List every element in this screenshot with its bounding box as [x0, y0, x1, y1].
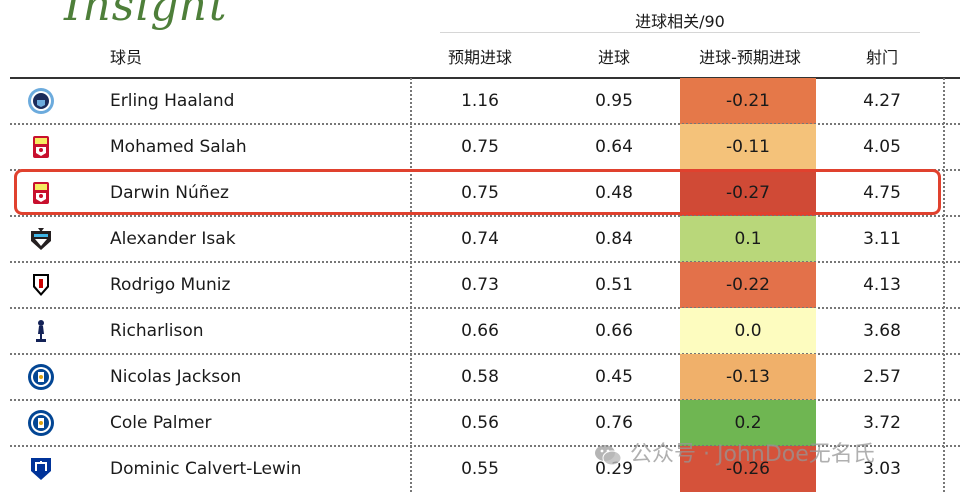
player-name-rodrigo-muniz: Rodrigo Muniz — [110, 275, 231, 295]
diff-heat-cell — [680, 78, 816, 124]
diff-heat-cell — [680, 446, 816, 492]
liverpool-badge-icon — [27, 133, 55, 161]
column-header-xg: 预期进球 — [447, 48, 512, 67]
player-name-nicolas-jackson: Nicolas Jackson — [110, 367, 242, 387]
diff-heat-cell — [680, 170, 816, 216]
row-separator — [10, 261, 960, 263]
goals-minus-xg-value: 0.2 — [734, 413, 762, 433]
shots-value: 3.11 — [863, 229, 901, 249]
xg-value: 0.56 — [461, 413, 499, 433]
liverpool-badge-icon — [27, 179, 55, 207]
chelsea-badge-icon — [27, 363, 55, 391]
shots-value: 3.03 — [863, 459, 901, 479]
xg-value: 0.58 — [461, 367, 499, 387]
table-row: Nicolas Jackson 0.58 0.45 -0.13 2.57 — [0, 354, 960, 401]
table-row: Dominic Calvert-Lewin 0.55 0.29 -0.26 3.03 — [0, 446, 960, 492]
table-row: Richarlison 0.66 0.66 0.0 3.68 — [0, 308, 960, 355]
wechat-icon — [595, 445, 622, 466]
xg-value: 0.73 — [461, 275, 499, 295]
xg-value: 0.75 — [461, 137, 499, 157]
xg-value: 0.55 — [461, 459, 499, 479]
row-separator — [10, 399, 960, 401]
insight-brand-logo: Insight — [64, 0, 228, 31]
xg-value: 0.66 — [461, 321, 499, 341]
goals-minus-xg-value: 0.0 — [734, 321, 762, 341]
row-separator — [10, 123, 960, 125]
newcastle-badge-icon — [27, 225, 55, 253]
table-row: Erling Haaland 1.16 0.95 -0.21 4.27 — [0, 78, 960, 125]
player-name-mohamed-salah: Mohamed Salah — [110, 137, 247, 157]
goals-value: 0.66 — [595, 321, 633, 341]
row-separator — [10, 215, 960, 217]
shots-value: 2.57 — [863, 367, 901, 387]
xg-value: 1.16 — [461, 91, 499, 111]
goals-value: 0.48 — [595, 183, 633, 203]
player-name-richarlison: Richarlison — [110, 321, 204, 341]
goals-value: 0.95 — [595, 91, 633, 111]
shots-value: 4.27 — [863, 91, 901, 111]
player-name-alexander-isak: Alexander Isak — [110, 229, 236, 249]
column-header-goals-minus-xg: 进球-预期进球 — [699, 48, 801, 67]
row-separator — [10, 445, 960, 447]
table-row: Cole Palmer 0.56 0.76 0.2 3.72 — [0, 400, 960, 447]
xg-value: 0.75 — [461, 183, 499, 203]
fulham-badge-icon — [27, 271, 55, 299]
xg-value: 0.74 — [461, 229, 499, 249]
diff-heat-cell — [680, 262, 816, 308]
column-header-player: 球员 — [110, 48, 143, 67]
goals-value: 0.45 — [595, 367, 633, 387]
everton-badge-icon — [27, 455, 55, 483]
column-separator — [410, 78, 412, 492]
table-row: Darwin Núñez 0.75 0.48 -0.27 4.75 — [0, 170, 960, 217]
header-rule — [10, 77, 960, 79]
group-header-rule — [440, 32, 920, 33]
shots-value: 4.13 — [863, 275, 901, 295]
goals-minus-xg-value: -0.27 — [726, 183, 770, 203]
diff-heat-cell — [680, 216, 816, 262]
shots-value: 3.72 — [863, 413, 901, 433]
row-separator — [10, 307, 960, 309]
column-header-goals: 进球 — [597, 48, 630, 67]
shots-value: 4.05 — [863, 137, 901, 157]
goals-value: 0.84 — [595, 229, 633, 249]
tottenham-badge-icon — [27, 317, 55, 345]
goals-value: 0.29 — [595, 459, 633, 479]
player-name-dominic-calvert-lewin: Dominic Calvert-Lewin — [110, 459, 302, 479]
watermark-text: 公众号 · JohnDoe无名氏 — [630, 442, 875, 467]
chelsea-badge-icon — [27, 409, 55, 437]
goals-minus-xg-value: -0.13 — [726, 367, 770, 387]
table-row: Mohamed Salah 0.75 0.64 -0.11 4.05 — [0, 124, 960, 171]
diff-heat-cell — [680, 308, 816, 354]
goals-minus-xg-value: 0.1 — [734, 229, 762, 249]
highlight-box-darwin-nunez — [14, 169, 941, 215]
goals-value: 0.51 — [595, 275, 633, 295]
diff-heat-cell — [680, 400, 816, 446]
shots-value: 4.75 — [863, 183, 901, 203]
row-separator — [10, 353, 960, 355]
goals-value: 0.64 — [595, 137, 633, 157]
table-row: Rodrigo Muniz 0.73 0.51 -0.22 4.13 — [0, 262, 960, 309]
shots-value: 3.68 — [863, 321, 901, 341]
goals-minus-xg-value: -0.26 — [726, 459, 770, 479]
player-name-cole-palmer: Cole Palmer — [110, 413, 212, 433]
player-name-darwin-nunez: Darwin Núñez — [110, 183, 229, 203]
goals-minus-xg-value: -0.22 — [726, 275, 770, 295]
goals-minus-xg-value: -0.21 — [726, 91, 770, 111]
group-header-goals-per-90: 进球相关/90 — [635, 12, 725, 31]
goals-value: 0.76 — [595, 413, 633, 433]
column-separator — [943, 78, 945, 492]
goals-minus-xg-value: -0.11 — [726, 137, 770, 157]
column-header-shots: 射门 — [865, 48, 898, 67]
table-row: Alexander Isak 0.74 0.84 0.1 3.11 — [0, 216, 960, 263]
player-name-erling-haaland: Erling Haaland — [110, 91, 235, 111]
diff-heat-cell — [680, 124, 816, 170]
manchester-city-badge-icon — [27, 87, 55, 115]
diff-heat-cell — [680, 354, 816, 400]
